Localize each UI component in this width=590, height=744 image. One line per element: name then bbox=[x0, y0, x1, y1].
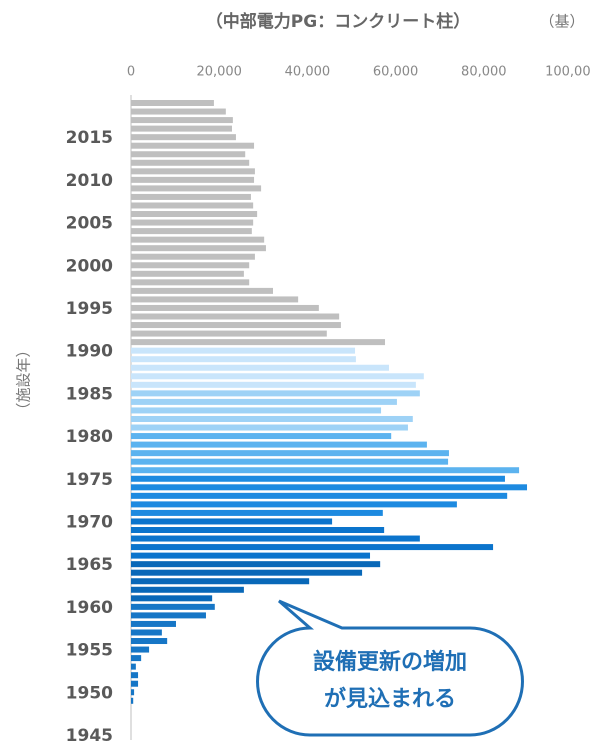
x-tick-label: 0 bbox=[127, 65, 135, 80]
y-tick-label: 1995 bbox=[66, 299, 113, 319]
bar bbox=[131, 680, 139, 687]
bar bbox=[131, 646, 150, 653]
bar bbox=[131, 672, 139, 679]
bar bbox=[131, 108, 226, 115]
bar bbox=[131, 407, 382, 414]
bar bbox=[131, 612, 206, 619]
bar bbox=[131, 347, 356, 354]
callout-text: が見込まれる bbox=[324, 686, 456, 712]
y-tick-label: 2010 bbox=[66, 171, 113, 191]
y-tick-label: 1990 bbox=[66, 342, 113, 362]
bar bbox=[131, 202, 254, 209]
bar bbox=[131, 356, 356, 363]
y-tick-label: 2000 bbox=[66, 256, 113, 276]
x-tick-label: 100,000 bbox=[545, 65, 590, 80]
bar bbox=[131, 578, 310, 585]
bar bbox=[131, 697, 134, 704]
bar bbox=[131, 475, 505, 482]
bar bbox=[131, 527, 385, 533]
y-tick-label: 1955 bbox=[66, 641, 113, 661]
bar bbox=[131, 467, 520, 474]
x-tick-label: 40,000 bbox=[285, 65, 331, 80]
bar bbox=[131, 381, 416, 388]
bar bbox=[131, 228, 252, 235]
bar bbox=[131, 185, 262, 192]
bar bbox=[131, 535, 420, 542]
y-tick-label: 1970 bbox=[66, 512, 113, 532]
bar bbox=[131, 296, 299, 303]
bar bbox=[131, 304, 319, 311]
bar bbox=[131, 236, 265, 243]
bar bbox=[131, 544, 494, 551]
bar bbox=[131, 561, 381, 568]
y-tick-label: 2015 bbox=[66, 128, 113, 148]
bar bbox=[131, 142, 255, 149]
bar bbox=[131, 322, 341, 329]
bar bbox=[131, 569, 363, 576]
bar bbox=[131, 603, 215, 610]
bar bbox=[131, 518, 333, 525]
bar bbox=[131, 492, 508, 499]
bar bbox=[131, 330, 327, 337]
bar bbox=[131, 441, 427, 448]
chart-title: （中部電力PG：コンクリート柱） bbox=[206, 11, 470, 32]
y-tick-label: 1980 bbox=[66, 427, 113, 447]
callout-text: 設備更新の増加 bbox=[313, 649, 467, 675]
bar bbox=[131, 219, 254, 226]
bar bbox=[131, 629, 162, 636]
bar bbox=[131, 245, 266, 252]
x-tick-label: 60,000 bbox=[373, 65, 419, 80]
bar bbox=[131, 620, 176, 627]
bar bbox=[131, 168, 255, 175]
bar bbox=[131, 663, 136, 670]
bar bbox=[131, 270, 244, 277]
bar bbox=[131, 552, 371, 559]
bar bbox=[131, 638, 168, 645]
bar bbox=[131, 398, 397, 405]
bar bbox=[131, 484, 528, 491]
y-tick-label: 2005 bbox=[66, 214, 113, 234]
bar bbox=[131, 373, 424, 380]
bar bbox=[131, 125, 232, 132]
y-tick-label: 1950 bbox=[66, 683, 113, 703]
bar bbox=[131, 151, 246, 158]
bar bbox=[131, 117, 233, 124]
unit-label: （基） bbox=[539, 13, 584, 31]
x-tick-label: 80,000 bbox=[461, 65, 507, 80]
bar bbox=[131, 586, 244, 593]
bar bbox=[131, 433, 392, 440]
bar bbox=[131, 339, 386, 346]
bar bbox=[131, 390, 420, 397]
bar bbox=[131, 595, 213, 602]
bar bbox=[131, 450, 449, 457]
bar bbox=[131, 253, 255, 260]
bar bbox=[131, 509, 383, 516]
bar bbox=[131, 287, 274, 294]
bar bbox=[131, 415, 413, 422]
bar bbox=[131, 262, 250, 269]
bar bbox=[131, 279, 250, 286]
y-tick-label: 1985 bbox=[66, 384, 113, 404]
bar bbox=[131, 134, 236, 141]
bar bbox=[131, 501, 457, 508]
bar bbox=[131, 176, 255, 183]
y-axis-label: （施設年） bbox=[15, 342, 33, 417]
bar bbox=[131, 159, 250, 166]
bar bbox=[131, 364, 389, 371]
y-tick-label: 1945 bbox=[66, 726, 113, 744]
bar bbox=[131, 211, 258, 218]
y-tick-label: 1965 bbox=[66, 555, 113, 575]
bar bbox=[131, 458, 449, 465]
bar bbox=[131, 424, 408, 431]
bar bbox=[131, 193, 251, 200]
y-tick-label: 1960 bbox=[66, 598, 113, 618]
callout bbox=[256, 599, 524, 737]
bar bbox=[131, 655, 142, 662]
x-tick-label: 20,000 bbox=[196, 65, 242, 80]
bar bbox=[131, 313, 340, 320]
bar bbox=[131, 689, 135, 696]
y-tick-label: 1975 bbox=[66, 470, 113, 490]
bar bbox=[131, 100, 214, 106]
